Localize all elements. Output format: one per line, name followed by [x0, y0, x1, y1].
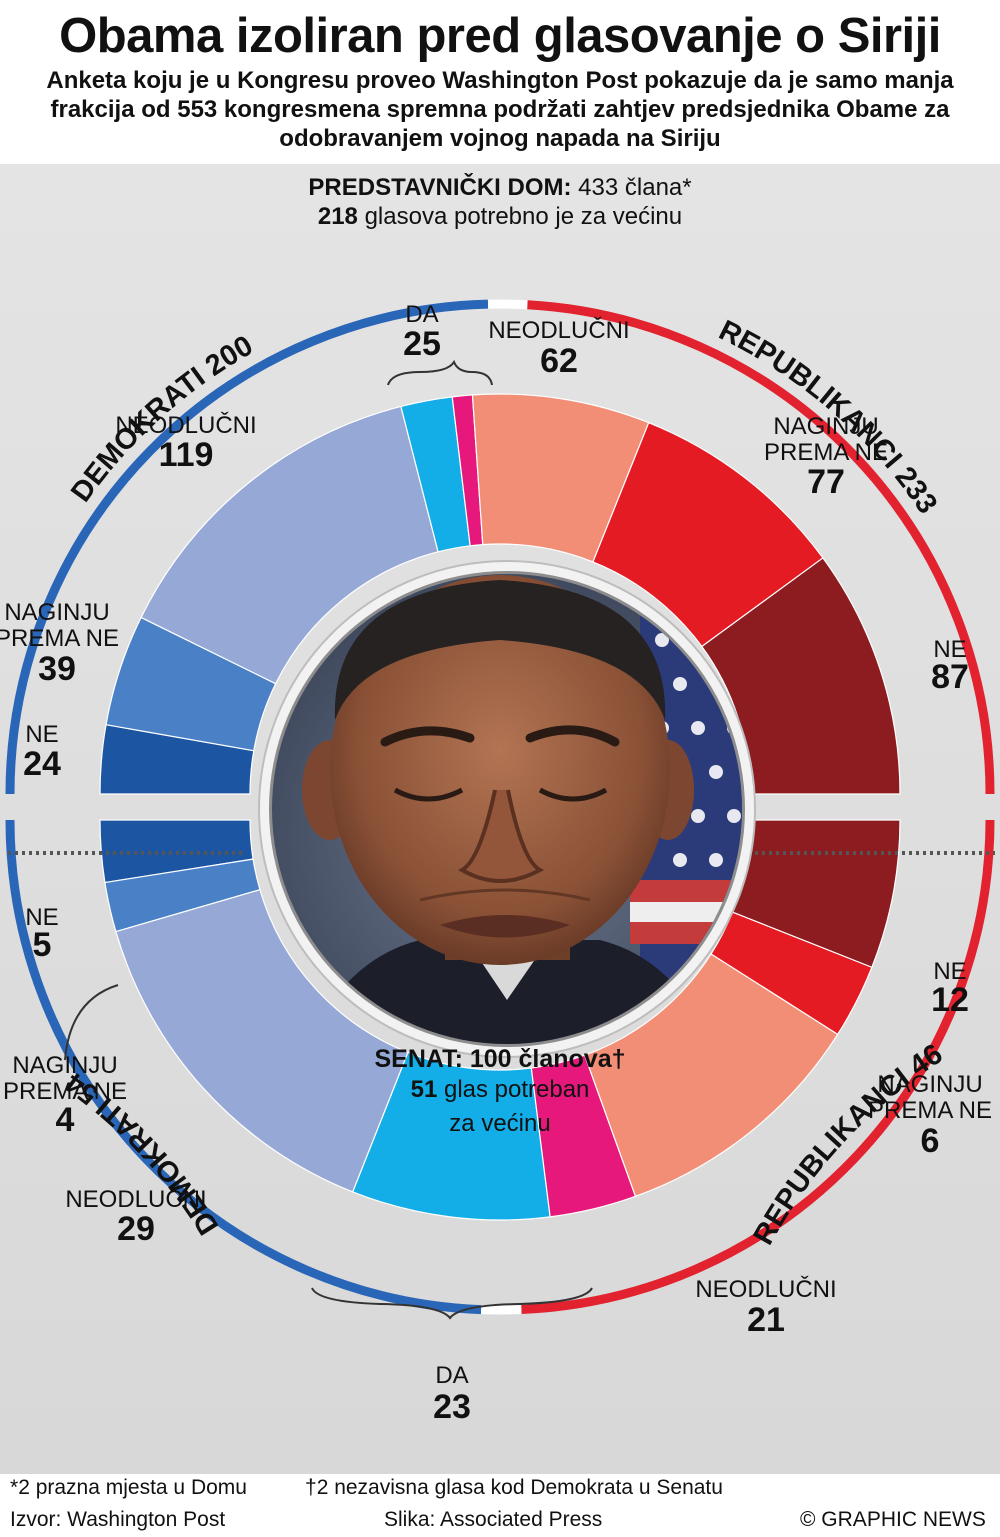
house-dem-neodlucni-label: NEODLUČNI	[115, 411, 256, 439]
flag-star	[673, 677, 687, 691]
house-rep-ne-segment	[700, 557, 901, 795]
house-majority-number: 218	[318, 203, 358, 230]
flag-star	[709, 853, 723, 867]
senate-democrats-ring	[5, 819, 482, 1315]
photo-credit: Slika: Associated Press	[384, 1508, 603, 1531]
left-brow	[380, 726, 475, 747]
flag-star	[709, 765, 723, 779]
senate-republicans-ring	[521, 819, 995, 1315]
flag-star	[673, 853, 687, 867]
house-title-count: 433 člana*	[578, 174, 691, 201]
senate-da-value: 23	[433, 1388, 471, 1426]
flag-stripe	[630, 902, 742, 922]
senate-rep-naginju-prema-ne-label: NAGINJU	[877, 1071, 982, 1098]
house-da-label: DA	[405, 301, 438, 328]
senate-dem-naginju-prema-ne-label: PREMA NE	[3, 1078, 127, 1105]
house-rep-naginju-prema-ne-label: PREMA NE	[764, 439, 888, 466]
senate-dem-naginju-prema-ne-value: 4	[56, 1101, 75, 1139]
house-da-bracket	[387, 359, 493, 386]
obama-photo	[272, 574, 742, 1044]
source-credit: Izvor: Washington Post	[10, 1508, 226, 1531]
lip-fold	[419, 888, 591, 902]
senate-rep-ne-label: NE	[933, 958, 966, 985]
flag-stripe	[630, 880, 742, 902]
footnote-house: *2 prazna mjesta u Domu	[10, 1476, 247, 1499]
flag-star	[655, 633, 669, 647]
house-majority-note: 218 glasova potrebno je za većinu	[318, 203, 682, 230]
house-rep-neodlucni-value: 62	[540, 342, 578, 380]
senate-rep-ne-value: 12	[931, 981, 969, 1019]
page-subtitle: Anketa koju je u Kongresu proveo Washing…	[46, 67, 954, 152]
mouth	[440, 915, 570, 938]
house-dem-ne-value: 24	[23, 745, 61, 783]
footnote-senate: †2 nezavisna glasa kod Demokrata u Senat…	[305, 1476, 723, 1499]
right-brow	[525, 725, 620, 747]
senate-title: SENAT: 100 članova†	[374, 1045, 625, 1073]
senate-majority-note-line2: za većinu	[449, 1110, 550, 1137]
house-rep-ne-value: 87	[931, 658, 969, 696]
senate-dem-neodlucni-label: NEODLUČNI	[65, 1185, 206, 1213]
flag-star	[691, 721, 705, 735]
senate-naginju-leader	[64, 984, 119, 1061]
hair	[334, 580, 666, 720]
senate-da-bracket	[311, 1287, 593, 1320]
house-majority-text: glasova potrebno je za većinu	[358, 203, 682, 230]
house-democrats-ring	[5, 299, 489, 795]
house-title: PREDSTAVNIČKI DOM: 433 člana*	[308, 173, 691, 201]
senate-rep-neodlucni-label: NEODLUČNI	[695, 1275, 836, 1303]
senate-majority-text: glas potreban	[437, 1076, 589, 1103]
right-eye	[538, 787, 608, 802]
senate-dem-neodlucni-value: 29	[117, 1210, 155, 1248]
house-rep-naginju-prema-ne-label: NAGINJU	[773, 413, 878, 440]
house-rep-naginju-prema-ne-value: 77	[807, 463, 845, 501]
nose	[457, 789, 545, 883]
page-title: Obama izoliran pred glasovanje o Siriji	[59, 9, 941, 63]
senate-majority-number: 51	[411, 1076, 438, 1103]
senate-dem-ne-value: 5	[33, 926, 52, 964]
senate-majority-note: 51 glas potreban	[411, 1076, 590, 1103]
house-rep-neodlucni-label: NEODLUČNI	[488, 316, 629, 344]
agency-credit: © GRAPHIC NEWS	[800, 1508, 986, 1531]
house-dem-naginju-prema-ne-value: 39	[38, 650, 76, 688]
house-ring-gap	[487, 299, 528, 310]
senate-rep-neodlucni-value: 21	[747, 1301, 785, 1339]
house-da-value: 25	[403, 325, 441, 363]
face	[330, 575, 670, 965]
house-republicans-ring	[527, 300, 995, 795]
house-rep-ne-label: NE	[933, 636, 966, 663]
flag-star	[691, 809, 705, 823]
senate-rep-naginju-prema-ne-value: 6	[921, 1122, 940, 1160]
senate-da-label: DA	[435, 1362, 468, 1389]
house-dem-naginju-prema-ne-label: NAGINJU	[4, 599, 109, 626]
flag-star	[727, 809, 741, 823]
house-dem-ne-label: NE	[25, 721, 58, 748]
senate-dem-ne-label: NE	[25, 904, 58, 931]
house-title-lead: PREDSTAVNIČKI DOM:	[308, 173, 578, 201]
house-dem-naginju-prema-ne-label: PREMA NE	[0, 625, 119, 652]
left-eye	[393, 787, 464, 802]
senate-rep-naginju-prema-ne-label: PREMA NE	[868, 1097, 992, 1124]
house-dem-neodlucni-value: 119	[159, 436, 214, 474]
